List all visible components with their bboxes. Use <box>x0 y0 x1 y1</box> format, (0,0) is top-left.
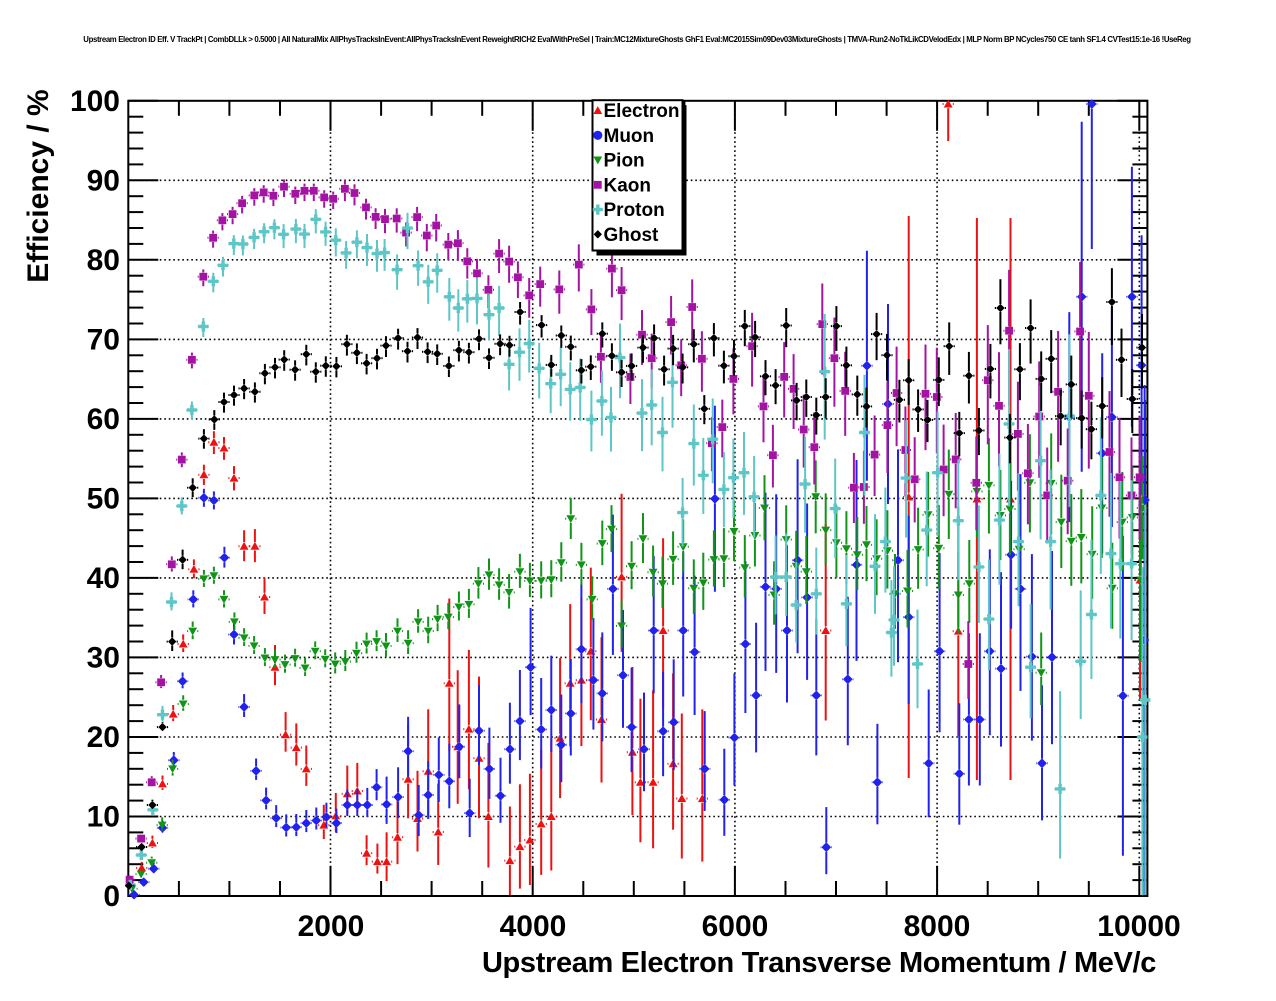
svg-text:Muon: Muon <box>604 126 655 147</box>
svg-text:4000: 4000 <box>500 910 567 943</box>
svg-text:Proton: Proton <box>604 200 665 221</box>
svg-text:8000: 8000 <box>904 910 971 943</box>
svg-text:Upstream Electron Transverse M: Upstream Electron Transverse Momentum / … <box>482 947 1156 979</box>
svg-text:60: 60 <box>87 403 120 436</box>
svg-text:30: 30 <box>87 641 120 674</box>
svg-text:100: 100 <box>70 85 120 118</box>
svg-text:70: 70 <box>87 323 120 356</box>
svg-text:10: 10 <box>87 801 120 834</box>
svg-text:0: 0 <box>103 880 120 913</box>
svg-text:2000: 2000 <box>298 910 365 943</box>
svg-text:Ghost: Ghost <box>604 225 660 246</box>
svg-text:Upstream Electron ID Eff. V Tr: Upstream Electron ID Eff. V TrackPt | Co… <box>83 35 1191 44</box>
svg-text:50: 50 <box>87 482 120 515</box>
svg-text:Electron: Electron <box>604 101 680 122</box>
svg-text:Efficiency / %: Efficiency / % <box>22 89 55 282</box>
svg-text:Pion: Pion <box>604 151 645 172</box>
svg-text:20: 20 <box>87 721 120 754</box>
svg-text:80: 80 <box>87 244 120 277</box>
svg-text:10000: 10000 <box>1097 910 1180 943</box>
svg-text:6000: 6000 <box>702 910 769 943</box>
svg-text:40: 40 <box>87 562 120 595</box>
svg-text:90: 90 <box>87 164 120 197</box>
svg-text:Kaon: Kaon <box>604 175 652 196</box>
